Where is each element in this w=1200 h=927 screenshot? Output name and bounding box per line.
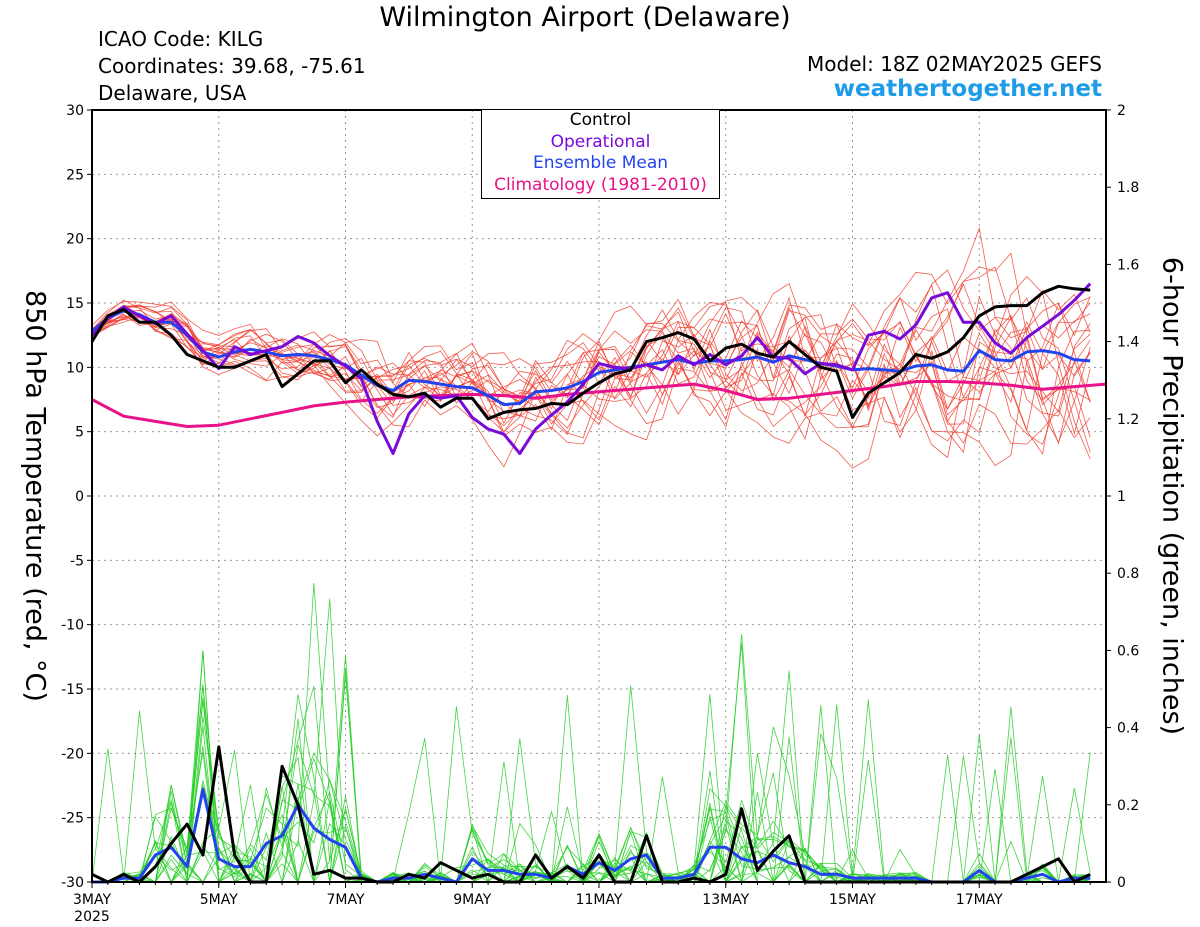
y-left-tick-label: -10 bbox=[61, 618, 84, 634]
precip-member-line bbox=[92, 582, 1091, 884]
y-right-tick-label: 0.8 bbox=[1117, 566, 1139, 582]
precip-member-line bbox=[92, 643, 1091, 883]
x-tick-sublabel: 2025 bbox=[74, 909, 110, 925]
y-left-tick-label: 10 bbox=[66, 360, 84, 376]
y-left-tick-label: 20 bbox=[66, 232, 84, 248]
precip-member-line bbox=[92, 651, 1091, 884]
temp-member-line bbox=[91, 296, 1091, 467]
y-right-tick-label: 0.4 bbox=[1117, 721, 1139, 737]
y-left-tick-label: 5 bbox=[75, 425, 84, 441]
y-right-tick-label: 0 bbox=[1117, 875, 1126, 891]
y-left-tick-label: -15 bbox=[61, 682, 84, 698]
legend-ensemble-mean: Ensemble Mean bbox=[532, 153, 669, 173]
model-run: Model: 18Z 02MAY2025 GEFS bbox=[807, 52, 1102, 76]
x-tick-label: 3MAY bbox=[73, 892, 111, 908]
temp-member-line bbox=[91, 313, 1091, 468]
x-tick-label: 5MAY bbox=[200, 892, 238, 908]
legend-climatology: Climatology (1981-2010) bbox=[494, 174, 707, 195]
temp-ensemble-mean-line bbox=[91, 309, 1091, 407]
y-right-tick-label: 2 bbox=[1117, 103, 1126, 119]
temp-member-line bbox=[91, 284, 1091, 422]
y-right-tick-label: 0.6 bbox=[1117, 643, 1139, 659]
brand-link[interactable]: weathertogether.net bbox=[833, 76, 1102, 102]
chart-title: Wilmington Airport (Delaware) bbox=[379, 2, 791, 33]
temp-member-line bbox=[91, 308, 1091, 436]
x-tick-label: 11MAY bbox=[576, 892, 623, 908]
y-left-tick-label: -5 bbox=[70, 553, 84, 569]
y-right-tick-label: 0.2 bbox=[1117, 798, 1139, 814]
precip-member-line bbox=[92, 670, 1091, 884]
y-right-tick-label: 1.4 bbox=[1117, 335, 1139, 351]
x-tick-label: 7MAY bbox=[326, 892, 364, 908]
y-left-tick-label: 0 bbox=[75, 489, 84, 505]
y-right-tick-label: 1 bbox=[1117, 489, 1126, 505]
axes: 302520151050-5-10-15-20-25-3021.81.61.41… bbox=[61, 103, 1139, 925]
temp-member-line bbox=[91, 275, 1091, 460]
y-left-tick-label: -30 bbox=[61, 875, 84, 891]
y-left-tick-label: -25 bbox=[61, 811, 84, 827]
y-right-tick-label: 1.2 bbox=[1117, 412, 1139, 428]
y-left-tick-label: 25 bbox=[66, 167, 84, 183]
x-tick-label: 9MAY bbox=[453, 892, 491, 908]
series-lines bbox=[90, 282, 1107, 884]
climatology-line bbox=[91, 380, 1107, 428]
temp-member-line bbox=[91, 296, 1091, 459]
temp-control-line bbox=[90, 284, 1091, 421]
precip-member-line bbox=[92, 634, 1091, 883]
y-right-tick-label: 1.8 bbox=[1117, 180, 1139, 196]
x-tick-label: 13MAY bbox=[702, 892, 749, 908]
legend: Control Operational Ensemble Mean Climat… bbox=[481, 109, 720, 199]
y-left-tick-label: 30 bbox=[66, 103, 84, 119]
legend-control: Control bbox=[569, 110, 632, 130]
gridlines bbox=[92, 110, 1106, 882]
y-left-tick-label: 15 bbox=[66, 296, 84, 312]
ensemble-members bbox=[91, 226, 1091, 884]
x-tick-label: 15MAY bbox=[829, 892, 876, 908]
icao-code: ICAO Code: KILG bbox=[98, 27, 264, 51]
x-tick-label: 17MAY bbox=[956, 892, 1003, 908]
temp-operational-line bbox=[90, 282, 1092, 455]
legend-operational: Operational bbox=[550, 131, 651, 152]
y-left-tick-label: -20 bbox=[61, 746, 84, 762]
y-right-tick-label: 1.6 bbox=[1117, 257, 1139, 273]
coordinates: Coordinates: 39.68, -75.61 bbox=[98, 54, 366, 78]
precip-member-line bbox=[92, 668, 1091, 884]
region: Delaware, USA bbox=[98, 81, 247, 105]
temp-member-line bbox=[91, 283, 1091, 429]
precip-member-line bbox=[92, 598, 1091, 883]
temp-member-line bbox=[91, 296, 1091, 407]
